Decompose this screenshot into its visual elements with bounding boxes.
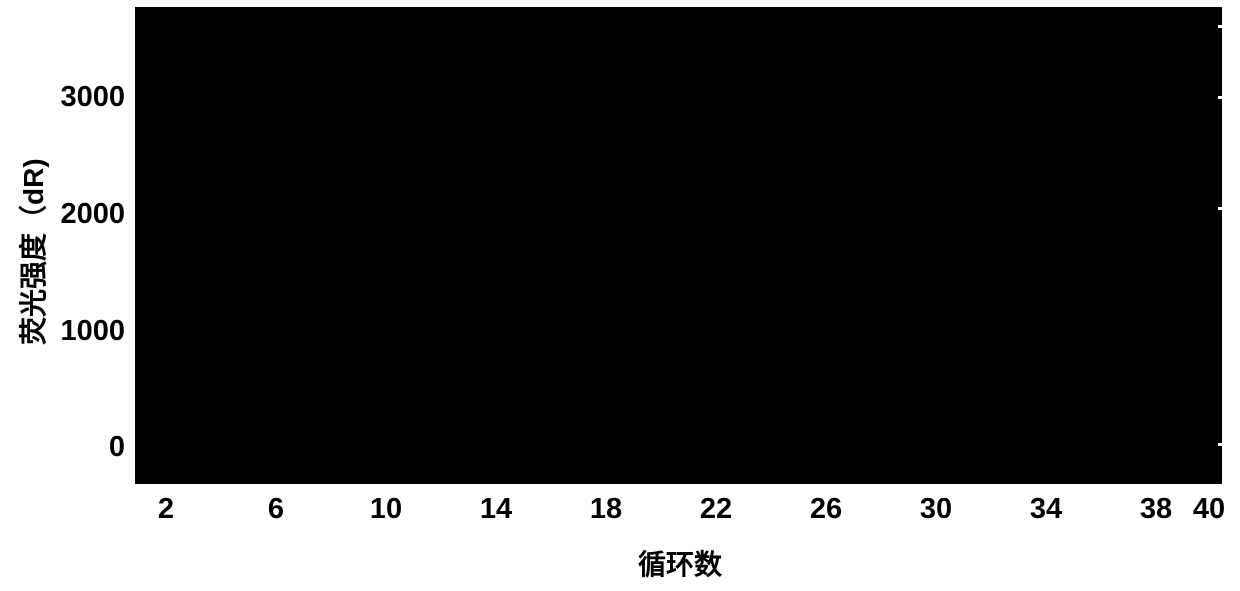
x-tick-10: 10 — [362, 493, 410, 526]
marker-artifact — [1218, 207, 1222, 210]
x-tick-6: 6 — [258, 493, 294, 526]
x-tick-22: 22 — [692, 493, 740, 526]
chart-container: 0 1000 2000 3000 2 6 10 14 18 22 26 30 3… — [0, 0, 1240, 591]
y-axis-title: 荧光强度（dR) — [12, 165, 52, 345]
marker-artifact — [1218, 96, 1222, 99]
y-tick-2000: 2000 — [55, 198, 125, 231]
y-tick-1000: 1000 — [55, 315, 125, 348]
x-tick-26: 26 — [802, 493, 850, 526]
x-tick-38: 38 — [1132, 493, 1180, 526]
y-tick-3000: 3000 — [55, 81, 125, 114]
marker-artifact — [1218, 443, 1222, 446]
x-tick-14: 14 — [472, 493, 520, 526]
plot-area — [135, 7, 1222, 484]
x-axis-title: 循环数 — [600, 543, 760, 583]
x-tick-2: 2 — [148, 493, 184, 526]
x-tick-18: 18 — [582, 493, 630, 526]
x-tick-40: 40 — [1185, 493, 1233, 526]
y-tick-0: 0 — [55, 431, 125, 464]
x-tick-34: 34 — [1022, 493, 1070, 526]
x-tick-30: 30 — [912, 493, 960, 526]
marker-artifact — [1218, 25, 1222, 28]
